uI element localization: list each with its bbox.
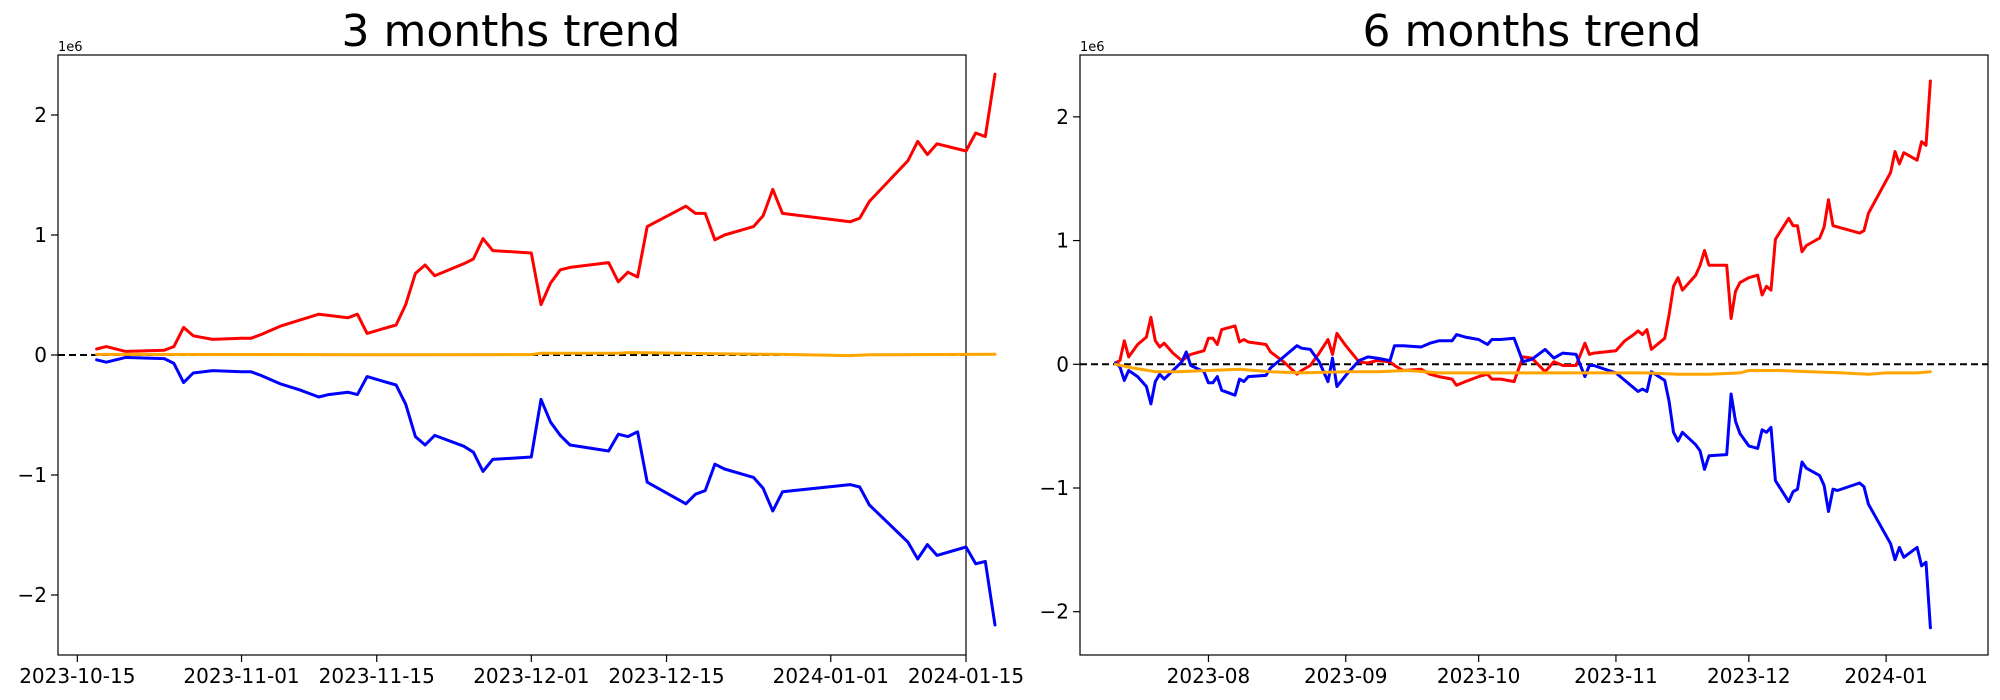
x-tick-label: 2023-11-15 bbox=[319, 664, 435, 688]
y-tick-label: 2 bbox=[1056, 105, 1069, 129]
y-tick-label: 1 bbox=[1056, 229, 1069, 253]
y-tick-label: −2 bbox=[1040, 600, 1069, 624]
x-tick-label: 2024-01-01 bbox=[773, 664, 889, 688]
plot-frame bbox=[1079, 54, 1989, 656]
series-line-1 bbox=[1113, 333, 1932, 630]
series-line-0 bbox=[1113, 79, 1932, 387]
six-month-chart: 6 months trend 1e6 2023-08 2023-09 2023-10… bbox=[1040, 6, 1989, 688]
y-tick-label: 2 bbox=[34, 103, 47, 127]
x-tick-label: 2024-01 bbox=[1844, 664, 1928, 688]
x-tick-label: 2023-12 bbox=[1707, 664, 1791, 688]
x-tick-label: 2023-11-01 bbox=[183, 664, 299, 688]
x-tick-label: 2023-11 bbox=[1574, 664, 1658, 688]
y-axis-offset-label: 1e6 bbox=[58, 40, 83, 55]
x-tick-label: 2023-12-01 bbox=[473, 664, 589, 688]
y-tick-label: 0 bbox=[1056, 352, 1069, 376]
chart-title: 6 months trend bbox=[1363, 6, 1702, 57]
series-line-2 bbox=[1113, 362, 1932, 376]
three-month-chart: 3 months trend 1e6 2023-10-15 2023-11-01 2… bbox=[18, 6, 1025, 688]
y-tick-label: −1 bbox=[1040, 476, 1069, 500]
y-tick-label: 0 bbox=[34, 343, 47, 367]
series-line-0 bbox=[95, 72, 997, 353]
chart-title: 3 months trend bbox=[342, 6, 681, 57]
x-tick-label: 2023-08 bbox=[1167, 664, 1251, 688]
y-axis-offset-label: 1e6 bbox=[1080, 40, 1105, 55]
x-tick-label: 2023-10 bbox=[1437, 664, 1521, 688]
x-tick-label: 2023-09 bbox=[1304, 664, 1388, 688]
x-tick-label: 2023-10-15 bbox=[19, 664, 135, 688]
y-tick-label: −1 bbox=[18, 463, 47, 487]
series-line-2 bbox=[95, 351, 997, 358]
y-tick-label: −2 bbox=[18, 583, 47, 607]
x-tick-label: 2023-12-15 bbox=[608, 664, 724, 688]
x-tick-label: 2024-01-15 bbox=[908, 664, 1024, 688]
series-line-1 bbox=[95, 355, 997, 627]
y-tick-label: 1 bbox=[34, 223, 47, 247]
